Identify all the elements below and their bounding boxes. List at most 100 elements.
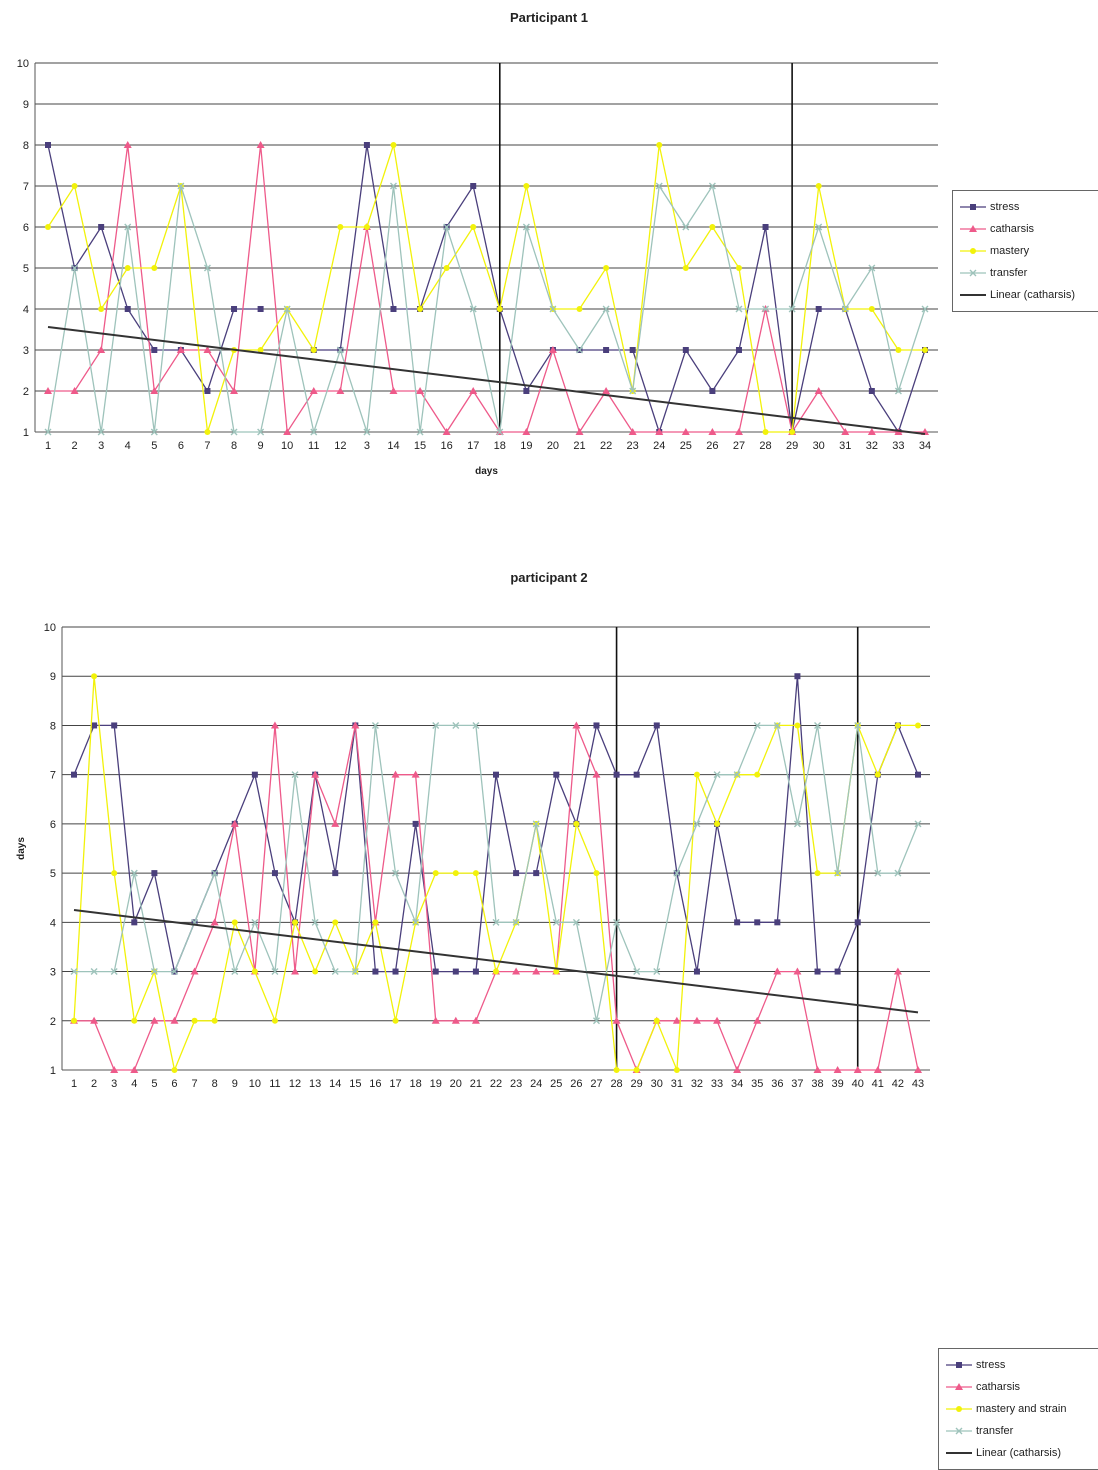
legend-swatch (946, 1452, 972, 1454)
data-point-stress (271, 870, 278, 877)
data-point-transfer (773, 721, 781, 729)
data-point-transfer (124, 223, 132, 231)
data-point-transfer (283, 305, 291, 313)
data-point-transfer (633, 968, 641, 976)
y-tick-label: 4 (50, 917, 56, 929)
data-point-mastery-and-strain (894, 722, 901, 729)
data-point-transfer (874, 869, 882, 877)
data-point-transfer (868, 264, 876, 272)
data-point-transfer (336, 346, 344, 354)
y-tick-label: 9 (23, 99, 29, 111)
data-point-transfer (914, 820, 922, 828)
x-tick-label: 9 (232, 1078, 238, 1090)
data-point-mastery (895, 347, 902, 353)
data-point-mastery-and-strain (874, 771, 881, 778)
y-tick-label: 2 (23, 386, 29, 398)
x-tick-label: 28 (759, 440, 771, 452)
data-point-catharsis (773, 967, 782, 975)
legend-item: transfer (945, 1420, 1092, 1442)
x-tick-label: 16 (369, 1078, 381, 1090)
data-point-stress (231, 306, 238, 312)
data-point-transfer (130, 869, 138, 877)
x-tick-label: 41 (872, 1078, 884, 1090)
y-tick-label: 3 (23, 345, 29, 357)
data-point-transfer (150, 968, 158, 976)
data-point-mastery-and-strain (312, 968, 319, 975)
data-point-catharsis (602, 387, 611, 394)
data-point-transfer (814, 721, 822, 729)
data-point-stress (251, 771, 258, 778)
data-point-transfer (613, 918, 621, 926)
legend-item: mastery (959, 240, 1092, 262)
data-point-mastery (576, 306, 583, 312)
legend-label: transfer (976, 1425, 1014, 1437)
y-tick-label: 7 (50, 770, 56, 782)
data-point-stress (693, 968, 700, 975)
x-tick-label: 14 (329, 1078, 341, 1090)
data-point-transfer (469, 305, 477, 313)
data-point-catharsis (655, 428, 664, 435)
x-tick-label: 30 (813, 440, 825, 452)
data-point-mastery-and-strain (211, 1017, 218, 1024)
y-tick-label: 4 (23, 304, 29, 316)
data-point-catharsis (734, 428, 743, 435)
legend-item: catharsis (945, 1376, 1092, 1398)
data-point-catharsis (442, 428, 451, 435)
data-point-transfer (653, 968, 661, 976)
data-point-transfer (310, 428, 318, 436)
data-point-catharsis (130, 1066, 139, 1073)
data-point-catharsis (512, 967, 521, 975)
legend-item: stress (945, 1354, 1092, 1376)
x-tick-label: 3 (364, 440, 370, 452)
data-point-stress (709, 388, 716, 394)
x-tick-label: 33 (711, 1078, 723, 1090)
y-tick-label: 7 (23, 181, 29, 193)
data-point-mastery-and-strain (673, 1067, 680, 1073)
data-point-transfer (735, 305, 743, 313)
x-tick-label: 6 (178, 440, 184, 452)
data-point-catharsis (283, 428, 292, 435)
x-tick-label: 28 (610, 1078, 622, 1090)
x-tick-label: 23 (627, 440, 639, 452)
data-point-catharsis (70, 387, 79, 394)
data-point-stress (204, 388, 211, 394)
data-point-transfer (443, 223, 451, 231)
data-point-transfer (834, 869, 842, 877)
x-tick-label: 17 (467, 440, 479, 452)
y-tick-label: 1 (50, 1065, 56, 1077)
data-point-mastery (337, 224, 344, 230)
data-point-transfer (602, 305, 610, 313)
data-point-stress (392, 968, 399, 975)
data-point-catharsis (230, 387, 239, 394)
data-point-transfer (733, 771, 741, 779)
y-tick-label: 6 (50, 819, 56, 831)
x-tick-label: 31 (839, 440, 851, 452)
data-point-mastery-and-strain (271, 1017, 278, 1024)
data-point-catharsis (331, 819, 340, 827)
data-point-mastery-and-strain (372, 919, 379, 926)
data-point-catharsis (469, 387, 478, 394)
x-tick-label: 29 (786, 440, 798, 452)
data-point-mastery (363, 224, 370, 230)
x-tick-label: 3 (98, 440, 104, 452)
legend-swatch (960, 248, 986, 254)
data-point-catharsis (431, 1016, 440, 1024)
data-point-transfer (211, 869, 219, 877)
data-point-mastery (815, 183, 822, 189)
data-point-catharsis (793, 967, 802, 975)
data-point-catharsis (692, 1016, 701, 1024)
x-tick-label: 10 (249, 1078, 261, 1090)
x-tick-label: 34 (919, 440, 931, 452)
x-tick-label: 15 (414, 440, 426, 452)
data-point-catharsis (90, 1016, 99, 1024)
data-point-mastery-and-strain (693, 771, 700, 778)
data-point-stress (111, 722, 118, 729)
legend-label: stress (976, 1359, 1006, 1371)
x-tick-label: 12 (289, 1078, 301, 1090)
data-point-mastery (204, 429, 211, 435)
data-point-stress (91, 722, 98, 729)
data-point-catharsis (548, 346, 557, 353)
data-point-catharsis (170, 1016, 179, 1024)
data-point-stress (513, 870, 520, 877)
data-point-stress (432, 968, 439, 975)
